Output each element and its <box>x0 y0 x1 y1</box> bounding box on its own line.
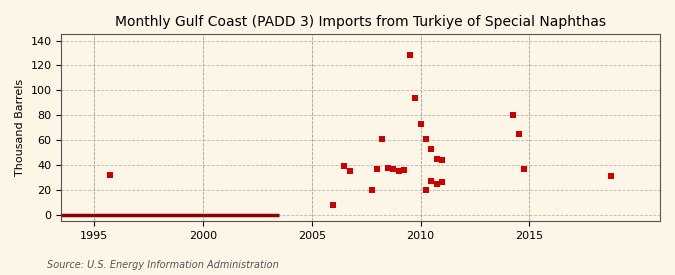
Point <box>415 122 426 126</box>
Point <box>344 169 355 174</box>
Point <box>513 132 524 136</box>
Point <box>437 158 448 162</box>
Point <box>421 188 431 192</box>
Text: Source: U.S. Energy Information Administration: Source: U.S. Energy Information Administ… <box>47 260 279 270</box>
Point <box>388 167 399 171</box>
Point <box>383 165 394 170</box>
Point <box>404 53 415 58</box>
Point <box>437 180 448 185</box>
Point <box>105 173 116 177</box>
Point <box>399 168 410 172</box>
Point <box>377 137 388 141</box>
Point <box>366 188 377 192</box>
Title: Monthly Gulf Coast (PADD 3) Imports from Turkiye of Special Naphthas: Monthly Gulf Coast (PADD 3) Imports from… <box>115 15 606 29</box>
Point <box>518 167 529 171</box>
Point <box>426 147 437 151</box>
Point <box>328 203 339 207</box>
Point <box>508 113 518 117</box>
Point <box>372 167 383 171</box>
Point <box>394 169 404 174</box>
Point <box>426 179 437 183</box>
Y-axis label: Thousand Barrels: Thousand Barrels <box>15 79 25 176</box>
Point <box>421 137 431 141</box>
Point <box>410 96 421 100</box>
Point <box>605 174 616 178</box>
Point <box>339 164 350 169</box>
Point <box>431 182 442 186</box>
Point <box>431 156 442 161</box>
